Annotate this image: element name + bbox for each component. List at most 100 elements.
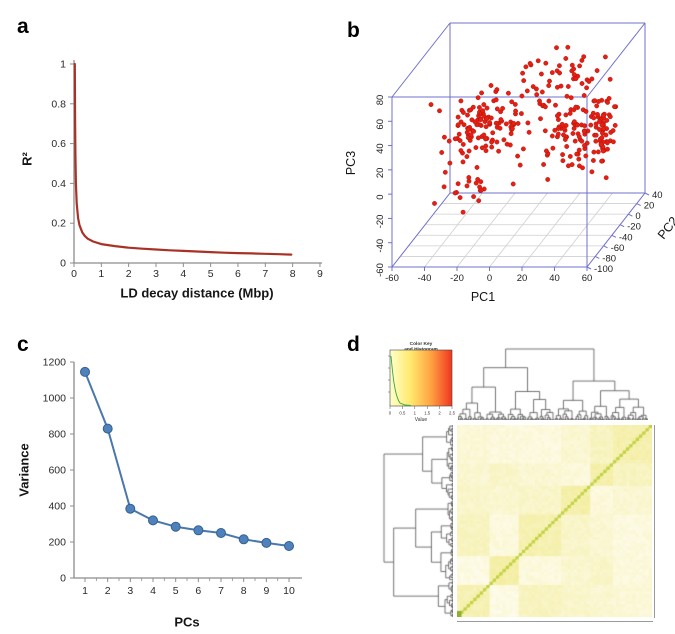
pca-point [519,93,525,99]
pc2-tick-mark [603,245,608,249]
pca-point [432,200,437,206]
x-tick-label: 2 [105,585,111,597]
x-tick-label: 4 [180,268,186,280]
pca-3d-plot: -60 -40 -20 0 20 40 60-60-40-20020406080-100-8… [375,22,663,284]
pca-point [604,140,610,146]
pca-point [603,175,609,181]
pca-point [478,117,484,122]
pca-point [512,102,518,107]
pca-point [571,72,577,78]
pca-point [576,147,582,153]
pc2-tick-mark [619,224,625,228]
x-tick-label: 1 [82,585,88,597]
pca-point [579,81,585,86]
panel-a-x-axis-title: LD decay distance (Mbp) [120,285,274,301]
panel-a-y-axis-title: R² [19,152,35,166]
scree-point [170,521,181,532]
pca-point [542,128,548,134]
box-edge [586,22,646,98]
pc3-tick-label: 80 [375,95,386,106]
pca-point [509,126,515,132]
pc3-tick-label: -60 [375,263,386,277]
pca-point [607,76,613,82]
pca-point [461,110,466,115]
pca-point [461,122,467,128]
pca-point [513,108,519,114]
pc2-tick-label: -20 [627,222,641,233]
panel-c-scree-plot: c 0 200 400 600 800 1000 1200 1 2 3 4 5 6 7 8 9 10 Varia… [0,320,337,634]
y-tick-label: 200 [48,537,66,549]
pca-point [493,120,499,126]
x-tick-label: 1 [98,268,104,280]
pca-point [567,111,573,116]
x-tick-label: 10 [283,585,295,597]
scree-point [238,534,249,545]
scree-line [84,371,290,547]
pca-point [595,112,600,117]
pc2-tick-label: 40 [652,190,663,201]
pc2-tick-label: -60 [611,243,625,254]
pca-point [452,136,458,142]
pca-point [437,108,442,114]
x-tick-label: 7 [218,585,224,597]
pc2-tick-mark [628,213,633,217]
pca-point [525,120,531,126]
pca-point [473,180,479,186]
pca-point [600,148,606,154]
pca-point [442,169,448,175]
pca-point [583,109,589,114]
pc3-tick-label: 0 [375,194,386,199]
x-tick-label: 3 [127,585,133,597]
color-key-histogram-trace [390,355,412,406]
pca-point [538,71,544,77]
pca-point [563,56,569,61]
pca-point [500,106,506,111]
y-tick-label: 1 [60,59,66,71]
y-tick-label: 400 [48,501,66,513]
pca-point [508,131,514,137]
pc1-tick-label: 0 [487,273,492,284]
pca-point [520,70,526,76]
pca-point [526,129,532,135]
pca-point [543,148,549,154]
pc2-tick-label: 0 [635,211,640,222]
pca-point [590,158,596,163]
pca-point [610,139,616,145]
pca-point [480,108,486,114]
pca-point [543,60,549,66]
pca-point [494,87,500,93]
pca-point [576,134,582,140]
pca-point [603,132,609,138]
scree-point [80,366,90,377]
pca-point [472,119,478,125]
pca-point [534,92,540,98]
color-key-x-tick-label: 0.5 [399,411,406,416]
pca-point [515,153,521,159]
pca-point [539,89,545,95]
pca-point [475,135,481,141]
pca-point [581,93,587,98]
y-tick-label: 1000 [43,393,67,405]
pca-point [546,83,552,89]
pca-point [446,138,452,144]
pca-point [563,123,569,128]
pca-point [590,110,596,116]
pca-point [576,156,582,162]
floor-grid-line [424,192,483,268]
pca-point [455,114,461,120]
panel-b-letter: b [347,19,360,42]
panel-d-letter: d [347,333,360,356]
floor-grid-line [554,192,613,268]
pca-point [533,86,539,92]
pca-point [589,76,595,82]
pca-point [600,113,606,119]
pca-point [481,113,487,119]
pca-point [612,123,618,128]
pca-point [607,114,613,120]
pca-point [476,105,482,110]
pca-point [577,63,583,69]
pca-point [460,159,466,165]
y-tick-label: 0 [60,258,66,270]
x-tick-label: 3 [153,268,159,280]
pca-point [471,194,477,200]
